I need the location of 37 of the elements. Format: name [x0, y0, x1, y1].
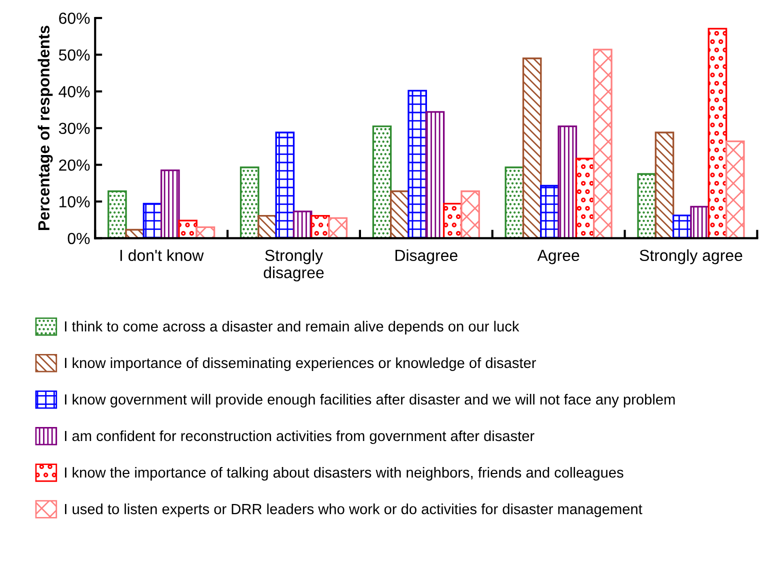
bar: [460, 190, 480, 238]
bar: [725, 140, 745, 238]
x-tick-label: Agree: [537, 250, 580, 264]
legend-label: I am confident for reconstruction activities from government after disaster: [65, 430, 534, 444]
x-tick-label: Strongly disagree: [264, 249, 324, 282]
y-tick-label: 30%: [58, 122, 90, 134]
y-tick-label: 40%: [58, 86, 90, 98]
bar: [637, 173, 657, 238]
x-tick-label: Strongly agree: [640, 249, 742, 264]
bar: [275, 132, 295, 238]
bar: [408, 90, 427, 238]
bar: [108, 190, 127, 238]
y-tick-label: 50%: [58, 49, 90, 61]
x-tick-label: Disagree: [396, 249, 458, 264]
y-tick-label: 10%: [60, 196, 90, 208]
bar: [575, 158, 595, 238]
legend-label: I used to listen experts or DRR leaders who work or do activities for disaster management: [65, 504, 642, 518]
x-tick-label: I don't know: [120, 249, 204, 262]
bar: [654, 132, 674, 238]
y-tick-label: 20%: [59, 159, 90, 171]
y-tick-label: 0%: [68, 232, 90, 244]
bar: [328, 217, 348, 238]
bar: [593, 48, 612, 238]
bar: [558, 125, 578, 238]
legend-label: I think to come across a disaster and remain alive depends on our luck: [65, 320, 520, 334]
bar: [690, 206, 710, 238]
bar: [160, 169, 180, 238]
bar: [708, 28, 728, 238]
legend-label: I know importance of disseminating experiences or knowledge of disaster: [65, 357, 536, 371]
legend-label: I know government will provide enough facilities after disaster and we will not face any problem: [65, 394, 675, 408]
bar: [425, 111, 445, 238]
legend-label: I know the importance of talking about disasters with neighbors, friends and colleagues: [65, 466, 624, 481]
bar: [522, 58, 542, 238]
bar: [372, 125, 392, 238]
bar: [240, 166, 260, 238]
y-tick-label: 60%: [59, 12, 90, 24]
y-axis-title: Percentage of respondents: [38, 26, 53, 230]
